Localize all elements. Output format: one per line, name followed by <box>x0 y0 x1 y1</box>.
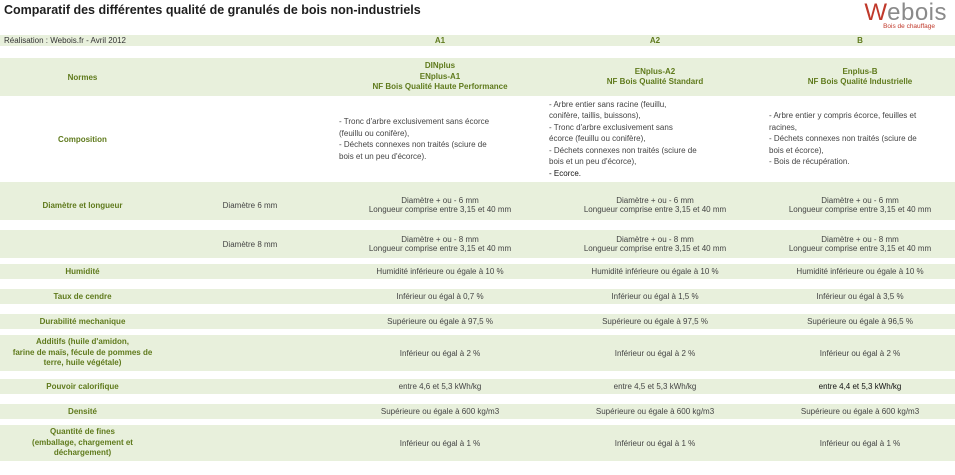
label-durabilite: Durabilité mechanique <box>0 314 165 329</box>
header-row: Réalisation : Webois.fr - Avril 2012 A1 … <box>0 35 955 46</box>
row-diametre-8: Diamètre 8 mm Diamètre + ou - 8 mm Longu… <box>0 230 955 258</box>
diametre6-a1: Diamètre + ou - 6 mm Longueur comprise e… <box>335 190 546 220</box>
densite-b: Supérieure ou égale à 600 kg/m3 <box>765 404 955 419</box>
cendre-a2: Inférieur ou égal à 1,5 % <box>545 289 766 304</box>
normes-b: Enplus-B NF Bois Qualité Industrielle <box>765 58 955 96</box>
fines-b: Inférieur ou égal à 1 % <box>765 425 955 461</box>
densite-a1: Supérieure ou égale à 600 kg/m3 <box>335 404 546 419</box>
class-a2-header: A2 <box>545 35 766 46</box>
diametre8-b: Diamètre + ou - 8 mm Longueur comprise e… <box>765 230 955 258</box>
label-normes: Normes <box>0 58 165 96</box>
diametre8-a2: Diamètre + ou - 8 mm Longueur comprise e… <box>545 230 766 258</box>
durabilite-a1: Supérieure ou égale à 97,5 % <box>335 314 546 329</box>
row-durabilite: Durabilité mechanique Supérieure ou égal… <box>0 314 955 329</box>
realisation-note: Réalisation : Webois.fr - Avril 2012 <box>0 35 336 46</box>
label-humidite: Humidité <box>0 264 165 279</box>
row-additifs: Additifs (huile d'amidon, farine de maïs… <box>0 335 955 371</box>
additifs-b: Inférieur ou égal à 2 % <box>765 335 955 371</box>
label-densite: Densité <box>0 404 165 419</box>
additifs-a2: Inférieur ou égal à 2 % <box>545 335 766 371</box>
label-composition: Composition <box>0 96 165 182</box>
composition-a2: - Arbre entier sans racine (feuillu, con… <box>545 96 766 182</box>
logo-tagline: Bois de chauffage <box>883 23 935 30</box>
fines-a2: Inférieur ou égal à 1 % <box>545 425 766 461</box>
pouvoir-a2: entre 4,5 et 5,3 kWh/kg <box>545 379 766 394</box>
row-diametre-6: Diamètre et longueur Diamètre 6 mm Diamè… <box>0 190 955 220</box>
diametre8-a1: Diamètre + ou - 8 mm Longueur comprise e… <box>335 230 546 258</box>
additifs-a1: Inférieur ou égal à 2 % <box>335 335 546 371</box>
cendre-a1: Inférieur ou égal à 0,7 % <box>335 289 546 304</box>
normes-a1: DINplus ENplus-A1 NF Bois Qualité Haute … <box>335 58 546 96</box>
label-additifs: Additifs (huile d'amidon, farine de maïs… <box>0 335 165 371</box>
row-normes: Normes DINplus ENplus-A1 NF Bois Qualité… <box>0 58 955 96</box>
row-humidite: Humidité Humidité inférieure ou égale à … <box>0 264 955 279</box>
normes-a2: ENplus-A2 NF Bois Qualité Standard <box>545 58 766 96</box>
diametre6-b: Diamètre + ou - 6 mm Longueur comprise e… <box>765 190 955 220</box>
humidite-a1: Humidité inférieure ou égale à 10 % <box>335 264 546 279</box>
durabilite-b: Supérieure ou égale à 96,5 % <box>765 314 955 329</box>
row-cendre: Taux de cendre Inférieur ou égal à 0,7 %… <box>0 289 955 304</box>
row-densite: Densité Supérieure ou égale à 600 kg/m3 … <box>0 404 955 419</box>
row-composition: Composition - Tronc d'arbre exclusivemen… <box>0 96 955 182</box>
pouvoir-a1: entre 4,6 et 5,3 kWh/kg <box>335 379 546 394</box>
label-cendre: Taux de cendre <box>0 289 165 304</box>
pouvoir-b: entre 4,4 et 5,3 kWh/kg <box>765 379 955 394</box>
diametre6-a2: Diamètre + ou - 6 mm Longueur comprise e… <box>545 190 766 220</box>
row-pouvoir: Pouvoir calorifique entre 4,6 et 5,3 kWh… <box>0 379 955 394</box>
durabilite-a2: Supérieure ou égale à 97,5 % <box>545 314 766 329</box>
class-b-header: B <box>765 35 955 46</box>
class-a1-header: A1 <box>335 35 546 46</box>
sub-diametre-8: Diamètre 8 mm <box>165 230 336 258</box>
page-title: Comparatif des différentes qualité de gr… <box>4 3 421 17</box>
sub-diametre-6: Diamètre 6 mm <box>165 190 336 220</box>
fines-a1: Inférieur ou égal à 1 % <box>335 425 546 461</box>
label-diametre: Diamètre et longueur <box>0 190 165 220</box>
webois-logo: Webois Bois de chauffage <box>827 0 947 31</box>
humidite-a2: Humidité inférieure ou égale à 10 % <box>545 264 766 279</box>
humidite-b: Humidité inférieure ou égale à 10 % <box>765 264 955 279</box>
row-fines: Quantité de fines (emballage, chargement… <box>0 425 955 461</box>
label-fines: Quantité de fines (emballage, chargement… <box>0 425 165 461</box>
densite-a2: Supérieure ou égale à 600 kg/m3 <box>545 404 766 419</box>
label-pouvoir: Pouvoir calorifique <box>0 379 165 394</box>
composition-b: - Arbre entier y compris écorce, feuille… <box>765 96 955 182</box>
comparison-table: Réalisation : Webois.fr - Avril 2012 A1 … <box>0 35 955 461</box>
cendre-b: Inférieur ou égal à 3,5 % <box>765 289 955 304</box>
logo-wordmark: Webois <box>864 0 947 26</box>
composition-a1: - Tronc d'arbre exclusivement sans écorc… <box>335 96 546 182</box>
